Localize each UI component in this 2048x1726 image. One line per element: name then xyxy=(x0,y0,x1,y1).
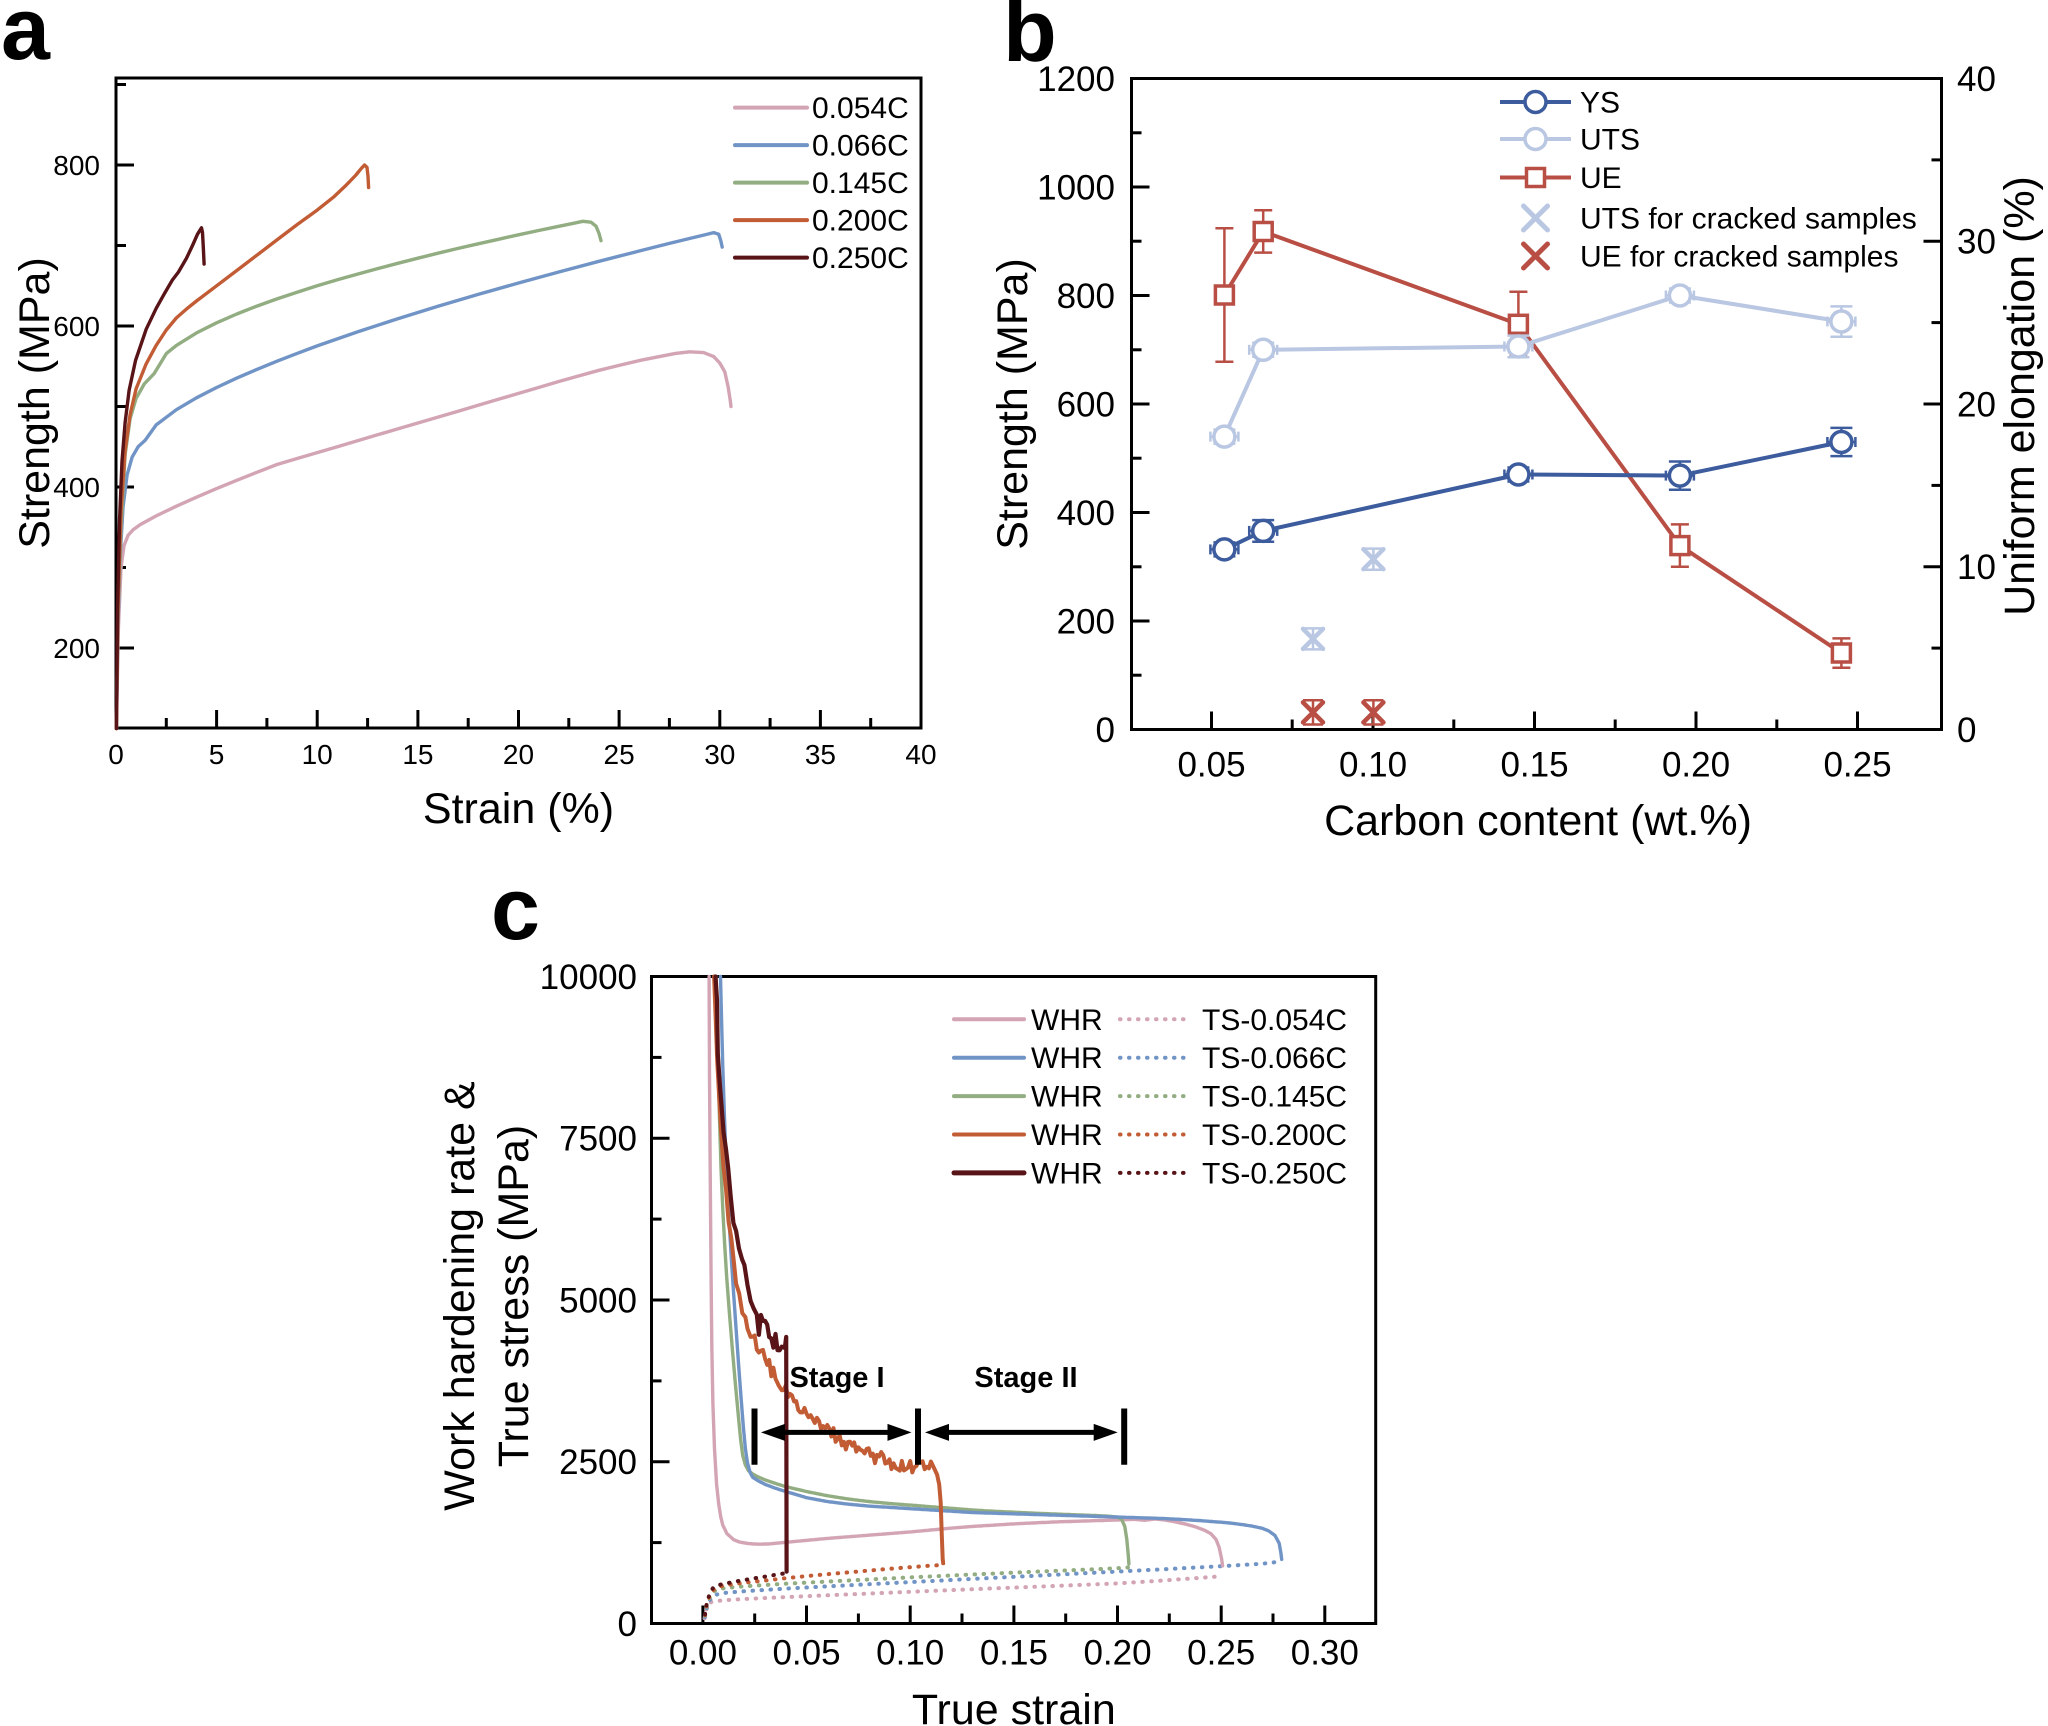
svg-text:True strain: True strain xyxy=(912,1686,1116,1726)
svg-text:TS-0.250C: TS-0.250C xyxy=(1202,1157,1347,1190)
svg-text:Strain (%): Strain (%) xyxy=(423,785,614,833)
svg-text:0.200C: 0.200C xyxy=(812,205,909,238)
svg-text:40: 40 xyxy=(1957,60,1996,99)
svg-text:10000: 10000 xyxy=(540,958,637,997)
svg-text:15: 15 xyxy=(402,739,433,770)
svg-text:0.05: 0.05 xyxy=(1177,745,1245,784)
svg-text:0.25: 0.25 xyxy=(1823,745,1891,784)
svg-text:0: 0 xyxy=(1096,711,1115,750)
svg-text:UTS: UTS xyxy=(1580,124,1640,157)
svg-text:Stage I: Stage I xyxy=(789,1362,884,1394)
svg-text:0.066C: 0.066C xyxy=(812,130,909,163)
svg-text:c: c xyxy=(491,859,540,958)
svg-text:0.145C: 0.145C xyxy=(812,167,909,200)
svg-text:400: 400 xyxy=(53,472,100,503)
svg-text:1000: 1000 xyxy=(1037,168,1115,207)
svg-text:25: 25 xyxy=(604,739,635,770)
svg-text:b: b xyxy=(1003,0,1057,80)
svg-text:WHR: WHR xyxy=(1031,1004,1103,1037)
svg-text:5: 5 xyxy=(209,739,225,770)
svg-text:0: 0 xyxy=(618,1605,637,1644)
svg-text:40: 40 xyxy=(905,739,936,770)
svg-text:0.00: 0.00 xyxy=(669,1633,737,1672)
svg-text:200: 200 xyxy=(1057,602,1115,641)
svg-text:Uniform elongation (%): Uniform elongation (%) xyxy=(1996,176,2044,616)
svg-text:0.054C: 0.054C xyxy=(812,92,909,125)
svg-text:a: a xyxy=(1,0,51,78)
svg-text:20: 20 xyxy=(1957,385,1996,424)
svg-text:7500: 7500 xyxy=(559,1119,637,1158)
svg-text:0.30: 0.30 xyxy=(1291,1633,1359,1672)
svg-text:0.20: 0.20 xyxy=(1083,1633,1151,1672)
svg-text:600: 600 xyxy=(1057,385,1115,424)
svg-text:UTS for cracked samples: UTS for cracked samples xyxy=(1580,203,1917,236)
svg-text:WHR: WHR xyxy=(1031,1119,1103,1152)
svg-text:10: 10 xyxy=(302,739,333,770)
svg-text:TS-0.200C: TS-0.200C xyxy=(1202,1119,1347,1152)
svg-text:5000: 5000 xyxy=(559,1281,637,1320)
svg-text:0.20: 0.20 xyxy=(1662,745,1730,784)
svg-text:True stress (MPa): True stress (MPa) xyxy=(490,1125,538,1467)
svg-text:30: 30 xyxy=(704,739,735,770)
svg-text:200: 200 xyxy=(53,633,100,664)
svg-text:Work hardening rate &: Work hardening rate & xyxy=(436,1081,484,1511)
svg-text:0.10: 0.10 xyxy=(876,1633,944,1672)
svg-text:35: 35 xyxy=(805,739,836,770)
svg-text:0.15: 0.15 xyxy=(980,1633,1048,1672)
svg-text:Strength (MPa): Strength (MPa) xyxy=(11,257,59,549)
svg-text:Carbon content (wt.%): Carbon content (wt.%) xyxy=(1324,797,1752,845)
svg-text:Stage II: Stage II xyxy=(974,1362,1077,1394)
svg-text:800: 800 xyxy=(1057,277,1115,316)
svg-text:30: 30 xyxy=(1957,223,1996,262)
svg-text:UE for cracked samples: UE for cracked samples xyxy=(1580,241,1898,274)
svg-text:WHR: WHR xyxy=(1031,1042,1103,1075)
svg-text:Strength (MPa): Strength (MPa) xyxy=(989,258,1037,550)
svg-text:0.15: 0.15 xyxy=(1500,745,1568,784)
svg-text:800: 800 xyxy=(53,150,100,181)
svg-text:10: 10 xyxy=(1957,548,1996,587)
svg-text:UE: UE xyxy=(1580,162,1622,195)
svg-text:0.05: 0.05 xyxy=(772,1633,840,1672)
svg-text:WHR: WHR xyxy=(1031,1081,1103,1114)
svg-text:2500: 2500 xyxy=(559,1443,637,1482)
svg-text:0.10: 0.10 xyxy=(1339,745,1407,784)
svg-text:YS: YS xyxy=(1580,87,1620,120)
svg-text:0: 0 xyxy=(1957,711,1976,750)
svg-text:600: 600 xyxy=(53,311,100,342)
svg-text:0.250C: 0.250C xyxy=(812,242,909,275)
svg-text:WHR: WHR xyxy=(1031,1157,1103,1190)
svg-text:1200: 1200 xyxy=(1037,60,1115,99)
svg-text:TS-0.066C: TS-0.066C xyxy=(1202,1042,1347,1075)
svg-text:400: 400 xyxy=(1057,494,1115,533)
svg-text:0.25: 0.25 xyxy=(1187,1633,1255,1672)
svg-text:20: 20 xyxy=(503,739,534,770)
svg-text:TS-0.145C: TS-0.145C xyxy=(1202,1081,1347,1114)
svg-text:TS-0.054C: TS-0.054C xyxy=(1202,1004,1347,1037)
svg-text:0: 0 xyxy=(108,739,124,770)
